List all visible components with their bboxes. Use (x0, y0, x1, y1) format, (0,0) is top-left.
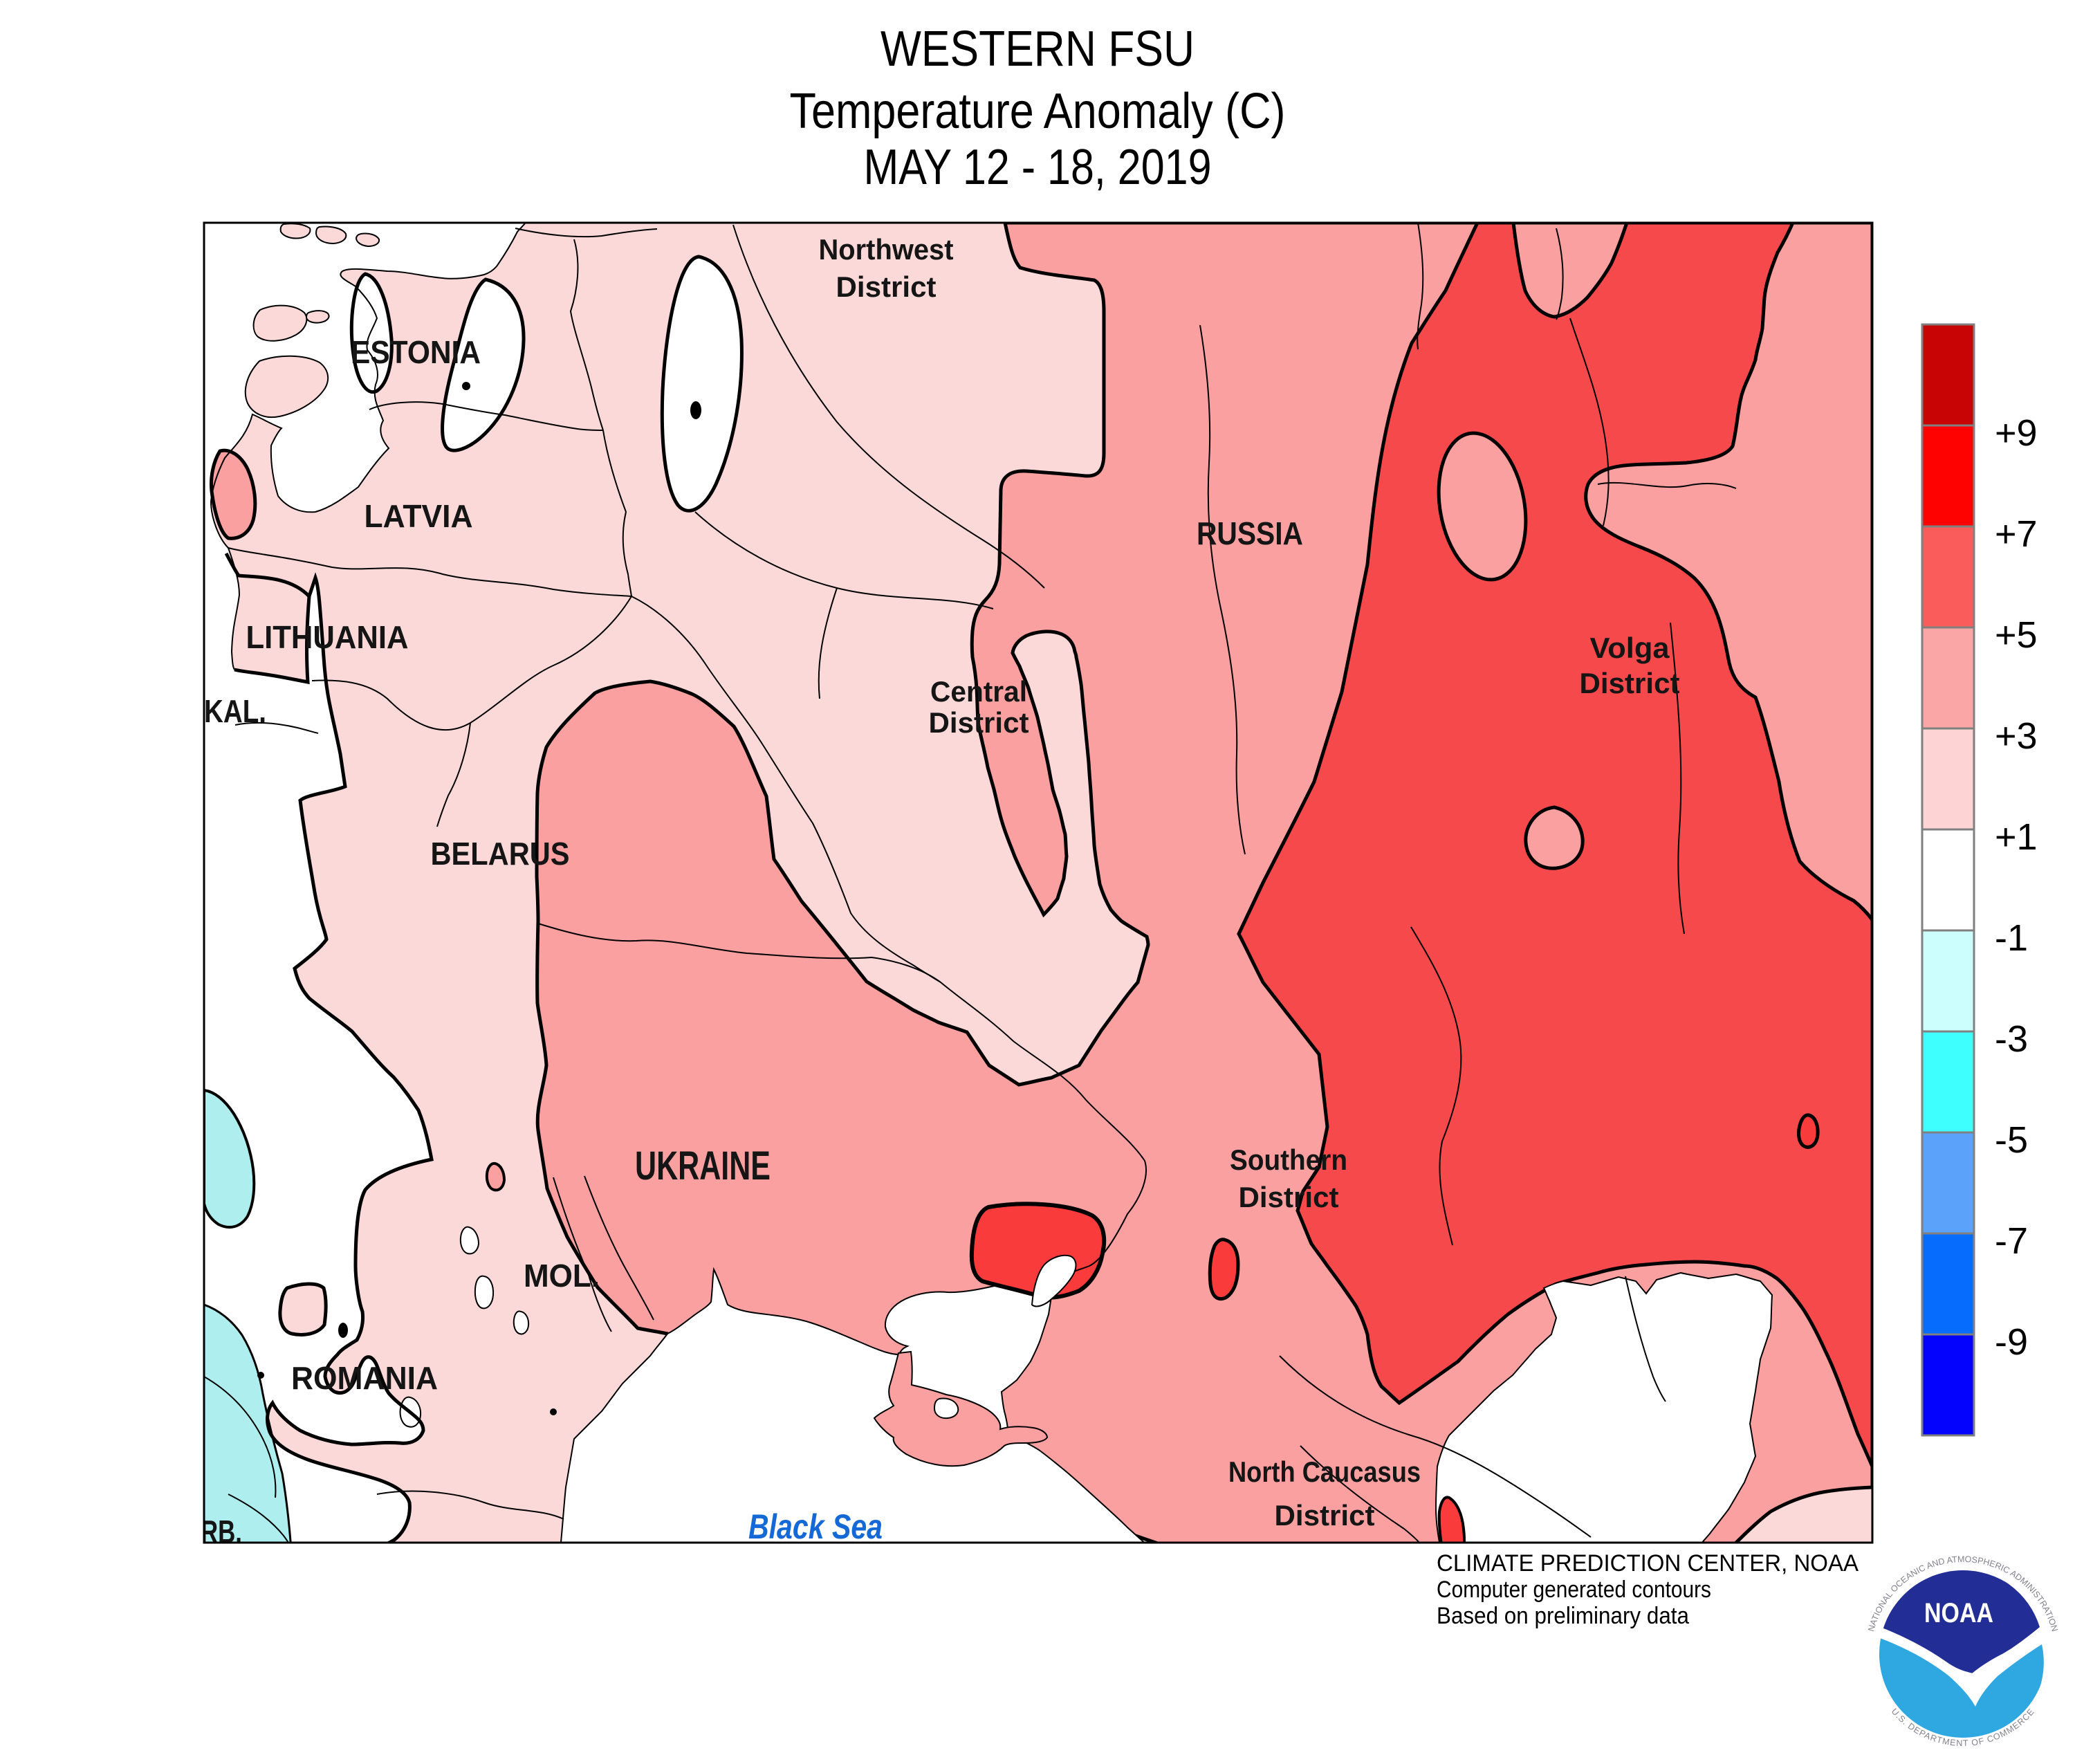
svg-text:MAY 12 - 18, 2019: MAY 12 - 18, 2019 (864, 140, 1212, 195)
svg-text:+3: +3 (1995, 715, 2038, 757)
svg-text:WESTERN FSU: WESTERN FSU (880, 21, 1195, 77)
svg-text:District: District (1239, 1181, 1339, 1213)
svg-text:-5: -5 (1995, 1119, 2028, 1161)
svg-text:Computer generated contours: Computer generated contours (1437, 1577, 1711, 1603)
svg-text:Black Sea: Black Sea (748, 1507, 883, 1546)
svg-text:ROMANIA: ROMANIA (291, 1360, 438, 1396)
svg-text:LATVIA: LATVIA (365, 498, 473, 534)
svg-text:-1: -1 (1995, 917, 2028, 959)
svg-text:Southern: Southern (1230, 1143, 1347, 1176)
svg-text:+9: +9 (1995, 412, 2038, 454)
svg-text:Based on preliminary data: Based on preliminary data (1437, 1603, 1689, 1629)
svg-text:RUSSIA: RUSSIA (1197, 515, 1303, 551)
svg-text:BELARUS: BELARUS (431, 836, 570, 872)
svg-text:District: District (1580, 667, 1680, 699)
svg-text:ESTONIA: ESTONIA (351, 334, 481, 370)
svg-text:Central: Central (930, 675, 1027, 708)
svg-text:KAL.: KAL. (204, 693, 266, 729)
svg-text:-7: -7 (1995, 1220, 2028, 1262)
svg-text:+1: +1 (1995, 816, 2038, 858)
svg-text:+5: +5 (1995, 614, 2038, 656)
svg-text:+7: +7 (1995, 513, 2038, 555)
svg-text:MOL.: MOL. (524, 1258, 600, 1294)
svg-text:CLIMATE PREDICTION CENTER, NOA: CLIMATE PREDICTION CENTER, NOAA (1437, 1550, 1859, 1577)
svg-text:District: District (1275, 1499, 1375, 1532)
svg-text:-3: -3 (1995, 1018, 2028, 1060)
svg-text:RB.: RB. (201, 1514, 242, 1550)
svg-text:Volga: Volga (1590, 632, 1670, 664)
svg-text:NOAA: NOAA (1924, 1598, 1993, 1628)
svg-text:Northwest: Northwest (819, 233, 954, 266)
svg-text:-9: -9 (1995, 1321, 2028, 1363)
svg-text:Temperature Anomaly (C): Temperature Anomaly (C) (790, 84, 1286, 139)
svg-text:District: District (836, 270, 937, 303)
svg-text:LITHUANIA: LITHUANIA (246, 619, 409, 655)
svg-text:North Caucasus: North Caucasus (1228, 1455, 1421, 1488)
svg-text:District: District (929, 706, 1029, 739)
svg-text:UKRAINE: UKRAINE (635, 1143, 771, 1188)
